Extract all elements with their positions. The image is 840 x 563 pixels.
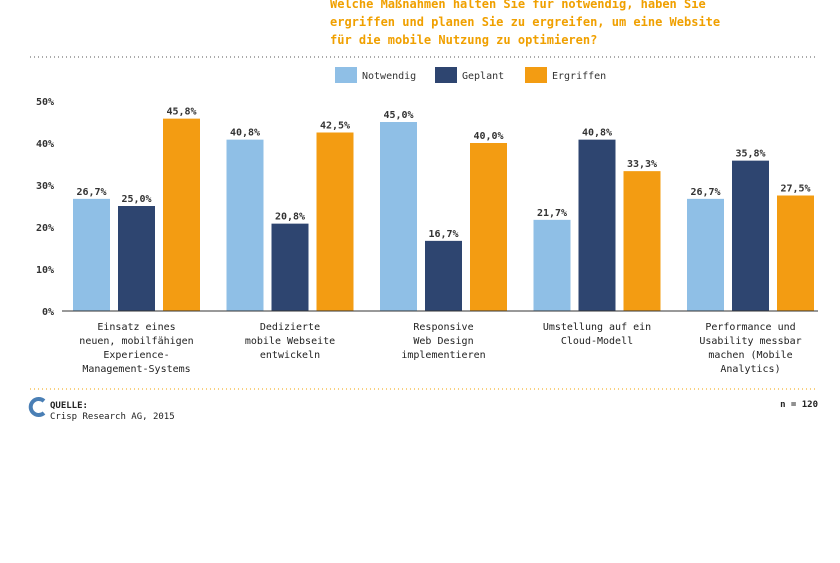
bar-geplant xyxy=(271,223,309,311)
bar-notwendig xyxy=(533,219,571,311)
sample-size: n = 120 xyxy=(780,400,818,410)
bar-ergriffen xyxy=(316,132,354,311)
data-label-notwendig: 26,7% xyxy=(76,187,106,198)
bar-notwendig xyxy=(73,198,110,311)
data-label-notwendig: 40,8% xyxy=(230,128,260,139)
title-line-3: für die mobile Nutzung zu optimieren? xyxy=(330,33,597,47)
category-label: Responsive Web Design implementieren xyxy=(401,322,485,361)
legend-swatch-notwendig xyxy=(335,67,357,83)
y-tick-label: 40% xyxy=(36,139,54,150)
bar-notwendig xyxy=(380,122,417,311)
category-label: Performance und Usability messbar machen (… xyxy=(699,322,801,375)
legend-swatch-ergriffen xyxy=(525,67,547,83)
legend: Notwendig Geplant Ergriffen xyxy=(335,67,606,83)
data-label-notwendig: 45,0% xyxy=(383,110,413,121)
data-label-ergriffen: 40,0% xyxy=(473,131,503,142)
bar-geplant xyxy=(118,206,155,311)
data-label-geplant: 35,8% xyxy=(735,149,765,160)
legend-label-notwendig: Notwendig xyxy=(362,71,416,82)
category-label: Dedizierte mobile Webseite entwickeln xyxy=(245,322,335,361)
source-label: QUELLE: xyxy=(50,401,88,411)
category-label: Einsatz eines neuen, mobilfähigen Experien… xyxy=(79,322,193,375)
data-label-geplant: 25,0% xyxy=(121,194,151,205)
y-tick-label: 10% xyxy=(36,265,54,276)
crisp-logo-icon xyxy=(28,397,46,417)
data-label-ergriffen: 33,3% xyxy=(627,159,657,170)
bar-geplant xyxy=(578,139,616,311)
chart-title: Welche Maßnahmen halten Sie für notwendi… xyxy=(330,0,720,47)
legend-label-ergriffen: Ergriffen xyxy=(552,71,606,82)
y-tick-label: 0% xyxy=(42,307,54,318)
bar-notwendig xyxy=(226,139,264,311)
title-line-2: ergriffen und planen Sie zu ergreifen, u… xyxy=(330,15,720,29)
bar-geplant xyxy=(732,160,769,311)
data-label-geplant: 20,8% xyxy=(275,212,305,223)
data-label-ergriffen: 42,5% xyxy=(320,121,350,132)
bar-ergriffen xyxy=(163,118,200,311)
y-tick-label: 20% xyxy=(36,223,54,234)
bar-geplant xyxy=(425,240,462,311)
x-axis-categories: Einsatz eines neuen, mobilfähigen Experien… xyxy=(79,322,801,375)
bar-ergriffen xyxy=(623,171,661,311)
data-label-notwendig: 21,7% xyxy=(537,208,567,219)
source-text: Crisp Research AG, 2015 xyxy=(50,412,175,422)
legend-swatch-geplant xyxy=(435,67,457,83)
category-label: Umstellung auf ein Cloud-Modell xyxy=(543,322,651,347)
y-axis: 0% 10% 20% 30% 40% 50% xyxy=(36,97,54,318)
data-label-ergriffen: 27,5% xyxy=(780,184,810,195)
bar-notwendig xyxy=(687,198,724,311)
title-line-1: Welche Maßnahmen halten Sie für notwendi… xyxy=(330,0,706,11)
legend-label-geplant: Geplant xyxy=(462,71,504,82)
data-label-geplant: 40,8% xyxy=(582,128,612,139)
y-tick-label: 30% xyxy=(36,181,54,192)
footer: QUELLE: Crisp Research AG, 2015 n = 120 xyxy=(28,397,818,422)
y-tick-label: 50% xyxy=(36,97,54,108)
bar-ergriffen xyxy=(777,195,814,311)
data-label-notwendig: 26,7% xyxy=(690,187,720,198)
bar-area: 26,7% 25,0% 45,8% 40,8% 20,8% 42,5% 45,0% 16,7%… xyxy=(73,107,814,311)
bar-ergriffen xyxy=(470,143,507,311)
data-label-ergriffen: 45,8% xyxy=(166,107,196,118)
data-label-geplant: 16,7% xyxy=(428,229,458,240)
